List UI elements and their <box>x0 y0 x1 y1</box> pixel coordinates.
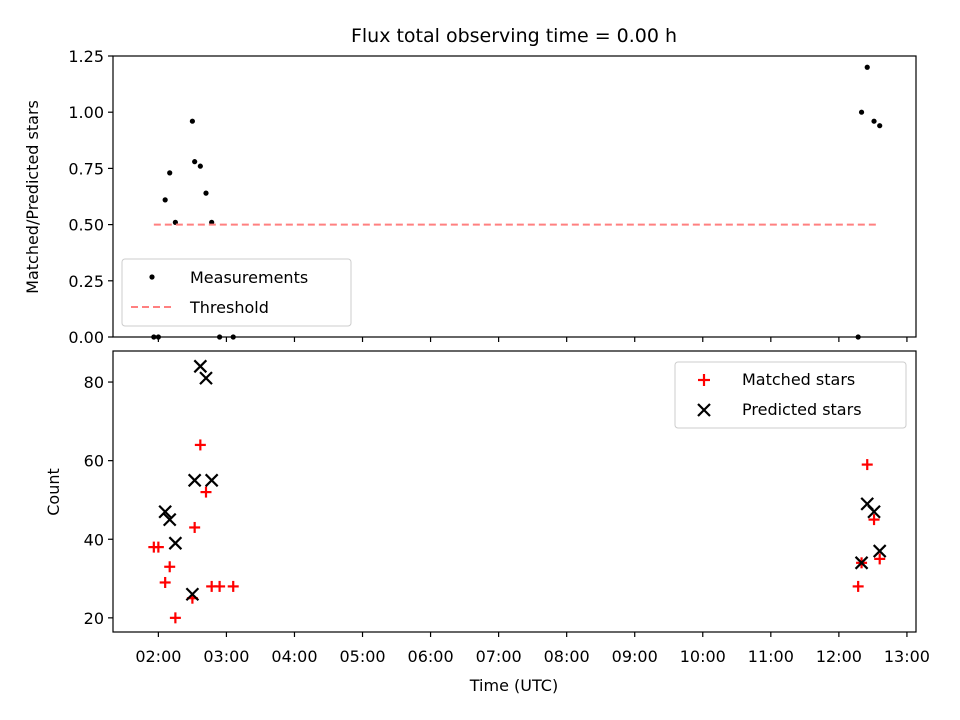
predicted-star-point <box>204 473 219 488</box>
matched-star-point <box>861 459 873 471</box>
top-legend-box <box>121 258 352 327</box>
x-tick-label: 09:00 <box>612 647 658 666</box>
matched-star-point <box>169 612 181 624</box>
measurement-point <box>864 64 870 70</box>
bottom-y-ticks: 20 40 60 80 <box>84 373 113 628</box>
measurement-point <box>192 159 198 165</box>
predicted-star-point <box>185 587 200 602</box>
matched-star-point <box>852 580 864 592</box>
bottom-x-ticks: 02:00 03:00 04:00 05:00 06:00 07:00 08:00 09:00… <box>135 632 930 666</box>
x-axis-label: Time (UTC) <box>469 676 558 695</box>
legend-measurements-label: Measurements <box>190 268 308 287</box>
predicted-star-point <box>187 473 202 488</box>
predicted-star-point <box>867 504 881 519</box>
matched-star-point <box>200 486 212 498</box>
y-tick-label: 0.25 <box>68 272 104 291</box>
predicted-star-point <box>854 556 869 570</box>
x-tick-label: 13:00 <box>884 647 930 666</box>
x-tick-label: 08:00 <box>544 647 590 666</box>
matched-star-point <box>868 514 880 526</box>
x-tick-label: 06:00 <box>408 647 454 666</box>
measurement-point <box>197 163 203 169</box>
bottom-y-axis-label: Count <box>44 468 63 516</box>
x-tick-label: 07:00 <box>476 647 522 666</box>
bottom-legend: Matched stars Predicted stars <box>674 361 907 429</box>
y-tick-label: 0.00 <box>68 328 104 347</box>
legend-measurements-marker <box>149 274 155 280</box>
y-tick-label: 1.00 <box>68 103 104 122</box>
top-legend: Measurements Threshold <box>121 258 352 327</box>
top-panel: 0.00 0.25 0.50 0.75 1.00 1.25 Matched/Predict… <box>23 47 917 347</box>
bottom-legend-box <box>674 361 907 429</box>
legend-threshold-label: Threshold <box>189 298 269 317</box>
bottom-plot-frame <box>112 350 917 633</box>
predicted-star-point <box>168 536 183 550</box>
measurement-point <box>877 123 883 129</box>
matched-star-point <box>189 521 201 533</box>
y-tick-label: 0.75 <box>68 159 104 178</box>
matched-star-point <box>194 439 206 451</box>
top-y-ticks: 0.00 0.25 0.50 0.75 1.00 1.25 <box>68 47 113 347</box>
top-x-tick-marks <box>157 337 908 342</box>
predicted-star-point <box>193 359 208 374</box>
matched-star-point <box>214 580 226 592</box>
y-tick-label: 0.50 <box>68 216 104 235</box>
x-tick-label: 02:00 <box>135 647 181 666</box>
x-tick-label: 12:00 <box>816 647 862 666</box>
legend-predicted-marker <box>697 403 711 417</box>
matched-star-point <box>159 576 171 588</box>
matched-star-point <box>164 561 176 573</box>
top-plot-frame <box>112 55 917 338</box>
bottom-data-marks <box>148 359 887 624</box>
matched-star-point <box>227 580 239 592</box>
measurement-point <box>189 118 195 124</box>
measurement-point <box>871 118 877 124</box>
y-tick-label: 20 <box>84 609 104 628</box>
matched-star-point <box>874 553 886 565</box>
measurement-point <box>858 109 865 115</box>
x-tick-label: 05:00 <box>339 647 385 666</box>
measurement-point <box>167 170 173 176</box>
matched-star-point <box>152 541 164 553</box>
predicted-star-point <box>158 504 172 519</box>
predicted-star-point <box>162 512 177 527</box>
x-tick-label: 10:00 <box>680 647 726 666</box>
chart-title: Flux total observing time = 0.00 h <box>351 25 677 47</box>
x-tick-label: 04:00 <box>271 647 317 666</box>
x-tick-label: 11:00 <box>748 647 794 666</box>
measurement-point <box>203 190 209 196</box>
predicted-star-point <box>872 544 887 558</box>
top-y-axis-label: Matched/Predicted stars <box>23 100 42 294</box>
predicted-star-point <box>199 371 213 385</box>
y-tick-label: 60 <box>84 452 104 471</box>
measurement-point <box>162 197 168 203</box>
legend-predicted-label: Predicted stars <box>742 400 862 419</box>
y-tick-label: 40 <box>84 530 104 549</box>
y-tick-label: 1.25 <box>68 47 104 66</box>
legend-matched-marker <box>698 374 710 386</box>
x-tick-label: 03:00 <box>203 647 249 666</box>
legend-matched-label: Matched stars <box>742 370 855 389</box>
y-tick-label: 80 <box>84 373 104 392</box>
